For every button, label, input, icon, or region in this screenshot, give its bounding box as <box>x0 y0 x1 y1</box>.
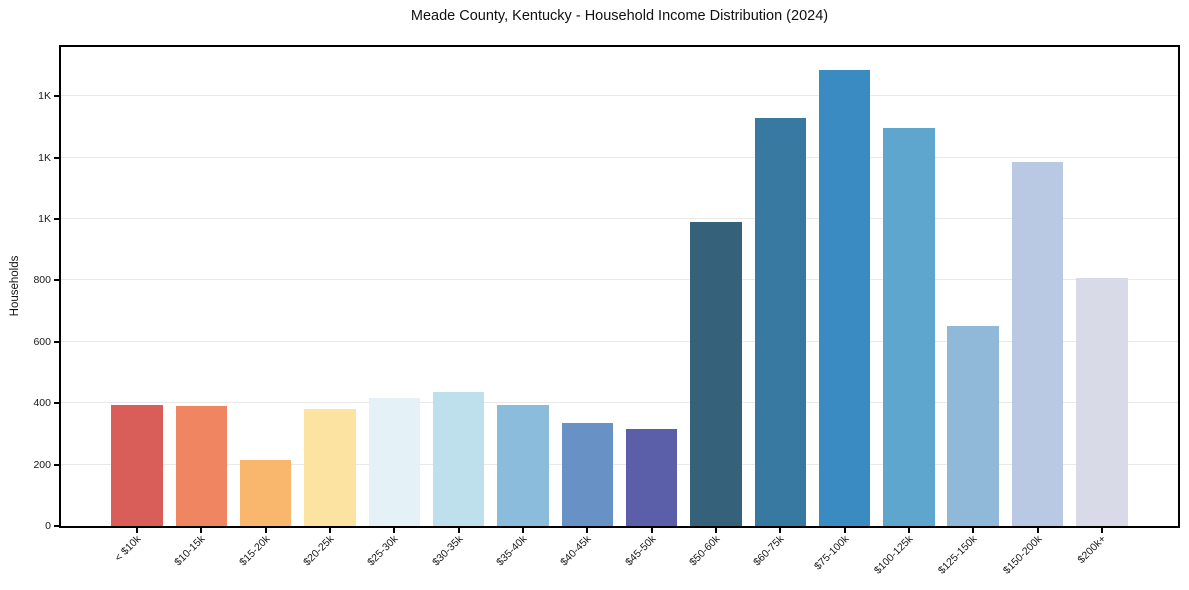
gridline <box>61 95 1178 97</box>
x-tick-label: < $10k <box>112 533 144 564</box>
bar <box>368 397 421 526</box>
bar <box>818 70 871 526</box>
y-tick-mark <box>54 95 59 98</box>
gridline <box>61 279 1178 281</box>
y-tick-label: 1K <box>38 212 51 225</box>
x-tick-mark <box>200 528 203 533</box>
x-tick-mark <box>714 528 717 533</box>
y-tick-label: 800 <box>33 274 51 287</box>
gridline <box>61 402 1178 404</box>
bar <box>947 325 999 526</box>
x-tick-mark <box>1100 528 1103 533</box>
y-tick-label: 600 <box>33 335 51 348</box>
x-tick-mark <box>650 528 653 533</box>
plot-area: 0 200 400 600 800 1K 1K 1K < $10k $10-15k $15-20k $… <box>33 45 1180 577</box>
bar <box>111 404 163 526</box>
y-tick-label: 1K <box>38 151 51 164</box>
bar <box>561 423 614 526</box>
y-tick-mark <box>54 463 59 466</box>
bar <box>754 117 806 526</box>
bar <box>1076 277 1128 526</box>
gridline <box>61 217 1178 219</box>
y-tick-label: 400 <box>33 397 51 410</box>
y-axis-label: Households <box>9 255 21 317</box>
bar <box>432 391 485 526</box>
x-tick-mark <box>907 528 910 533</box>
bar <box>625 429 678 526</box>
y-tick-mark <box>54 525 59 527</box>
x-tick-mark <box>136 528 139 533</box>
x-tick-mark <box>393 528 396 533</box>
x-tick-mark <box>843 528 846 533</box>
bar <box>883 128 935 526</box>
chart-title: Meade County, Kentucky - Household Incom… <box>410 8 829 24</box>
y-tick-label: 1K <box>38 90 51 103</box>
bar <box>175 406 228 526</box>
gridline <box>61 463 1178 465</box>
gridline <box>61 340 1178 342</box>
gridline <box>61 156 1178 158</box>
x-tick-mark <box>522 528 525 533</box>
y-tick-mark <box>54 156 59 159</box>
x-tick-mark <box>1036 528 1039 533</box>
bar <box>1011 162 1064 526</box>
y-tick-label: 200 <box>33 458 51 471</box>
x-tick-mark <box>779 528 782 533</box>
bar <box>240 459 292 526</box>
y-tick-label: 0 <box>45 520 51 532</box>
x-tick-mark <box>264 528 267 533</box>
x-tick-mark <box>586 528 589 533</box>
x-tick-mark <box>329 528 332 533</box>
bar <box>304 409 356 526</box>
y-tick-mark <box>54 402 59 405</box>
y-tick-mark <box>54 217 59 220</box>
y-tick-mark <box>54 279 59 282</box>
bar <box>690 222 742 526</box>
x-tick-mark <box>972 528 975 533</box>
x-tick-mark <box>457 528 460 533</box>
y-tick-mark <box>54 340 59 343</box>
bar <box>497 404 549 526</box>
